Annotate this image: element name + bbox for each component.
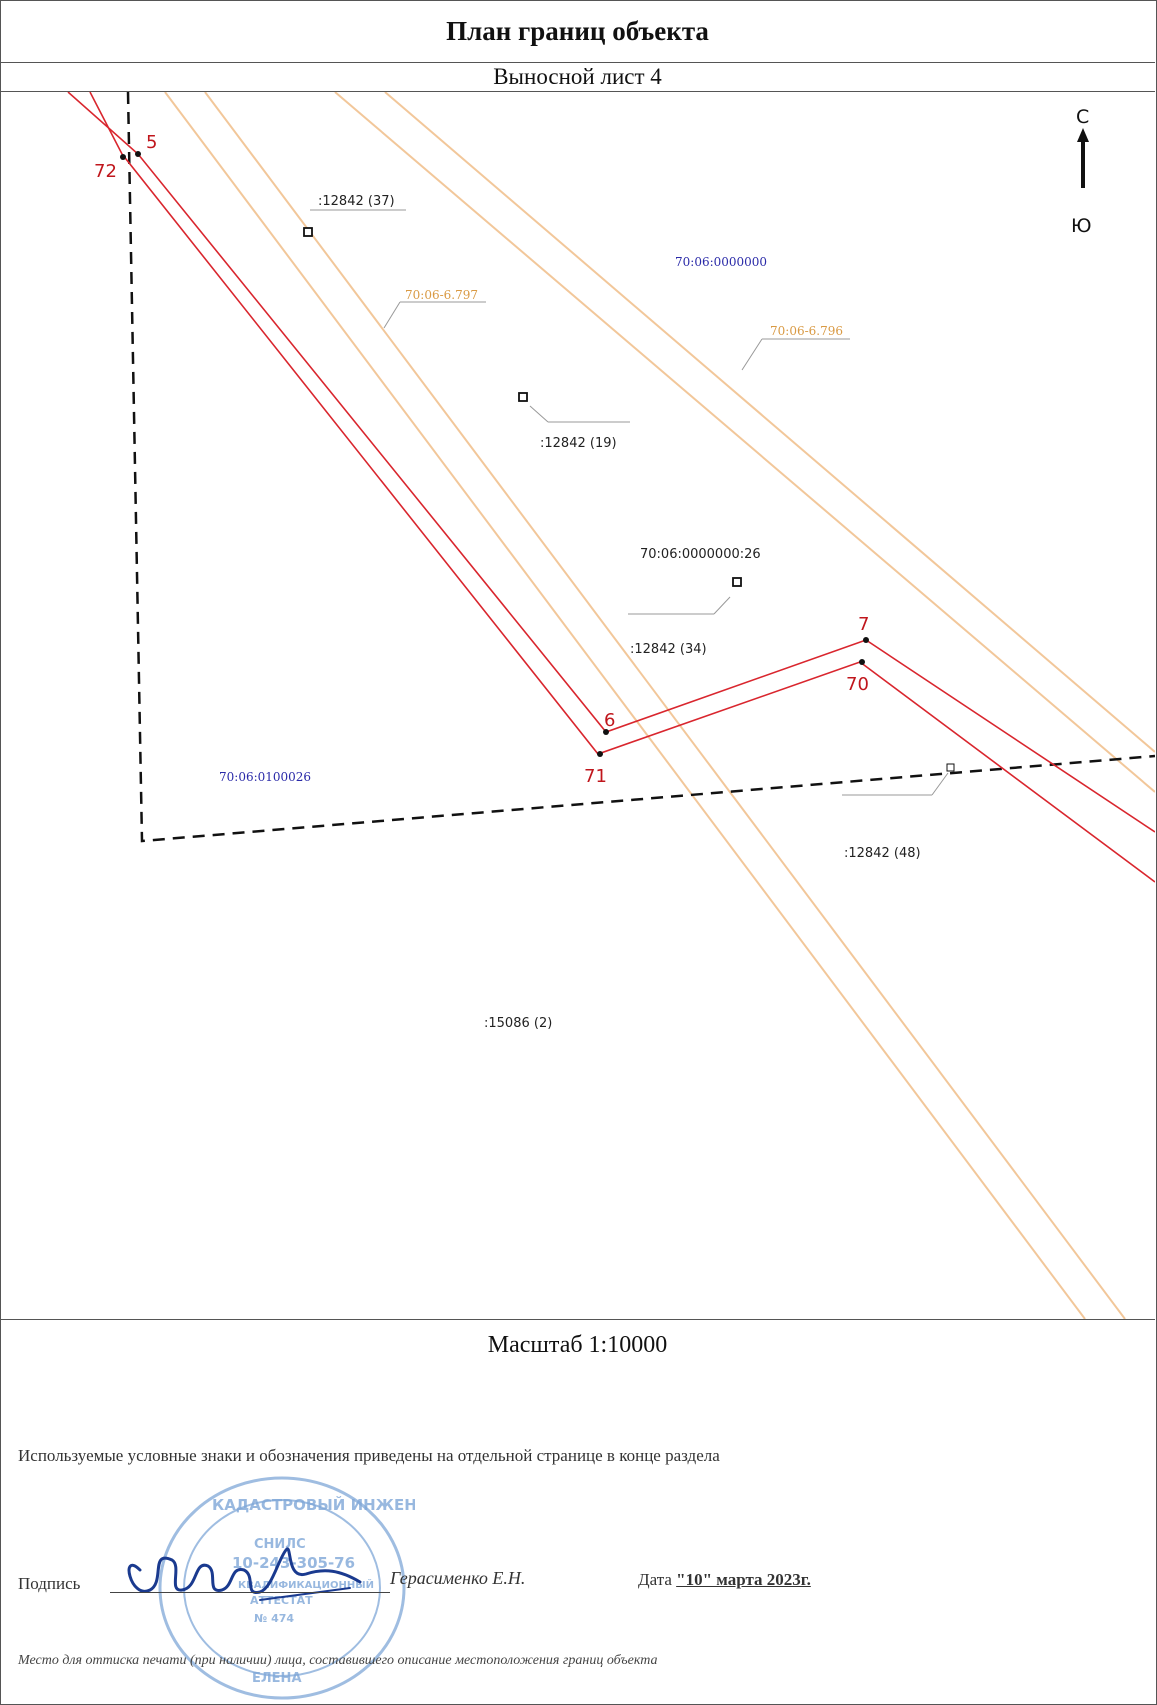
point-dot-7 xyxy=(863,637,869,643)
scale-row: Масштаб 1:10000 xyxy=(0,1320,1155,1370)
zone-line-d xyxy=(384,92,1155,753)
parcel-marker-19 xyxy=(518,392,528,402)
parcel-marker-34 xyxy=(732,577,742,587)
parcel-marker-37 xyxy=(303,227,313,237)
handwritten-signature xyxy=(127,1547,362,1601)
quarter-boundary xyxy=(126,92,1155,843)
north-arrow: С Ю xyxy=(1071,106,1092,237)
parcel-labels: :12842 (37) :12842 (19) :12842 (34) :128… xyxy=(318,194,921,1031)
quarter-labels: 70:06:0000000 70:06:0100026 xyxy=(219,255,767,784)
stamp-text-2: СНИЛС xyxy=(254,1537,306,1552)
zone-lines xyxy=(164,92,1155,1319)
compass-south: Ю xyxy=(1071,215,1092,237)
point-label-71: 71 xyxy=(584,766,607,787)
stamp-place-note: Место для оттиска печати (при наличии) л… xyxy=(18,1653,658,1668)
parcel-label-26: 70:06:0000000:26 xyxy=(640,547,761,562)
map-scale: Масштаб 1:10000 xyxy=(487,1331,668,1358)
compass-north: С xyxy=(1076,106,1089,128)
stamp-text-5: АТТЕСТАТ xyxy=(250,1594,313,1607)
north-arrow-head xyxy=(1077,128,1089,142)
point-label-5: 5 xyxy=(146,132,157,153)
date-label: Дата xyxy=(638,1570,672,1589)
point-dot-70 xyxy=(859,659,865,665)
zone-line-a xyxy=(164,92,1086,1319)
stamp-text-7: ЕЛЕНА xyxy=(252,1671,302,1686)
seal-stamp: КАДАСТРОВЫЙ ИНЖЕНЕР СНИЛС 10-243-305-76 … xyxy=(158,1476,415,1700)
subtitle-row: Выносной лист 4 xyxy=(0,63,1155,92)
stamp-text-1: КАДАСТРОВЫЙ ИНЖЕНЕР xyxy=(212,1495,415,1514)
point-dot-6 xyxy=(603,729,609,735)
point-label-7: 7 xyxy=(858,614,869,635)
point-label-6: 6 xyxy=(604,710,615,731)
boundary-map: 5 72 6 71 7 70 :12842 (37) :12842 (19) :… xyxy=(0,92,1155,1320)
date-block: Дата "10" марта 2023г. xyxy=(638,1570,811,1590)
parcel-label-48: :12842 (48) xyxy=(844,846,921,861)
leader-lines xyxy=(310,209,949,796)
signature-label: Подпись xyxy=(18,1574,81,1593)
stamp-text-6: № 474 xyxy=(254,1612,294,1625)
zone-line-c xyxy=(334,92,1155,793)
parcel-markers xyxy=(303,227,955,772)
quarter-label-0000000: 70:06:0000000 xyxy=(675,255,767,269)
page-title: План границ объекта xyxy=(446,15,709,46)
signer-name: Герасименко Е.Н. xyxy=(390,1568,526,1588)
legend-note: Используемые условные знаки и обозначени… xyxy=(18,1446,720,1465)
parcel-label-19: :12842 (19) xyxy=(540,436,617,451)
parcel-label-34: :12842 (34) xyxy=(630,642,707,657)
zone-label-6797: 70:06-6.797 xyxy=(405,288,478,302)
point-labels: 5 72 6 71 7 70 xyxy=(94,132,869,787)
date-value: "10" марта 2023г. xyxy=(676,1570,811,1589)
zone-line-b xyxy=(204,92,1126,1319)
point-label-70: 70 xyxy=(846,674,869,695)
title-row: План границ объекта xyxy=(0,0,1155,63)
point-dot-72 xyxy=(120,154,126,160)
signature-line xyxy=(110,1592,390,1593)
stamp-text-3: 10-243-305-76 xyxy=(232,1554,355,1572)
parcel-marker-48 xyxy=(946,763,955,772)
parcel-label-37: :12842 (37) xyxy=(318,194,395,209)
point-dot-71 xyxy=(597,751,603,757)
quarter-label-0100026: 70:06:0100026 xyxy=(219,770,311,784)
zone-labels: 70:06-6.797 70:06-6.796 xyxy=(405,288,843,338)
point-dots xyxy=(120,151,869,757)
point-dot-5 xyxy=(135,151,141,157)
object-boundary xyxy=(67,92,1155,883)
signature-row: Подпись Герасименко Е.Н. Дата "10" марта… xyxy=(18,1568,1138,1614)
map-canvas: 5 72 6 71 7 70 :12842 (37) :12842 (19) :… xyxy=(67,92,1155,1319)
zone-label-6796: 70:06-6.796 xyxy=(770,324,843,338)
sheet-subtitle: Выносной лист 4 xyxy=(493,64,662,89)
point-label-72: 72 xyxy=(94,161,117,182)
parcel-label-15086: :15086 (2) xyxy=(484,1016,552,1031)
